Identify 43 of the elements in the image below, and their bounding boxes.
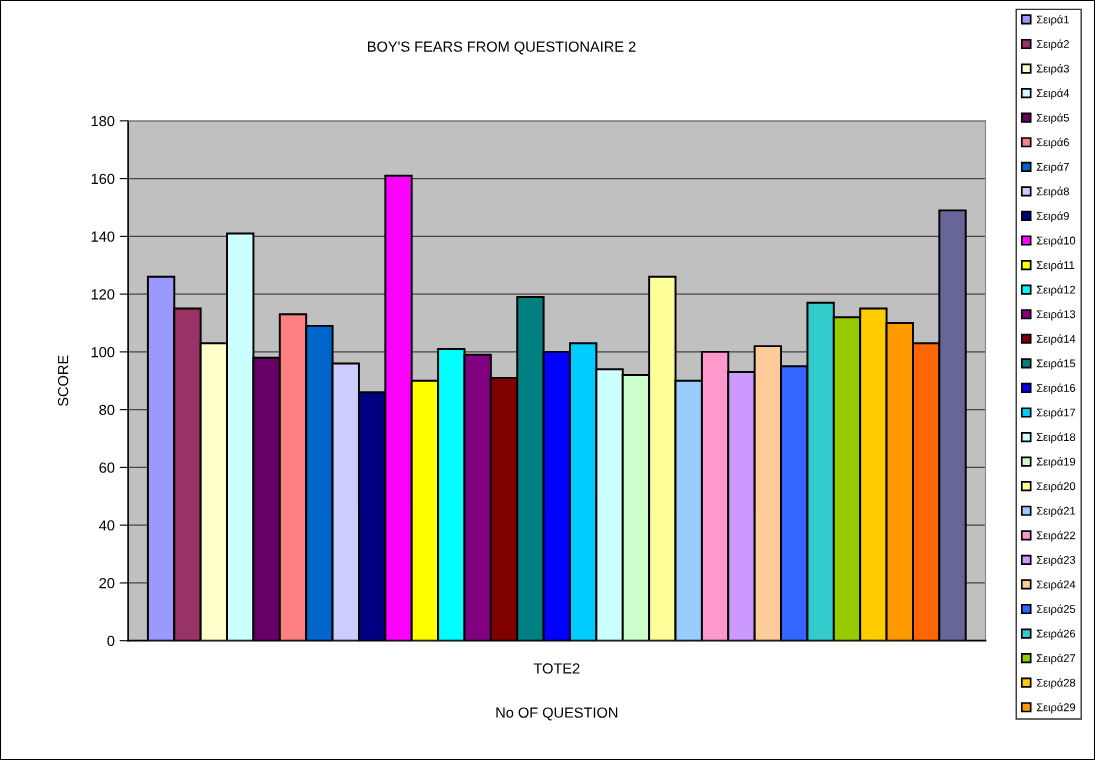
y-tick-label: 140 [91,231,115,242]
legend-label: Σειρά26 [1036,629,1076,640]
legend-label: Σειρά7 [1036,162,1069,173]
y-tick-label: 40 [99,520,115,531]
chart-title: BOY'S FEARS FROM QUESTIONAIRE 2 [368,41,636,55]
legend-label: Σειρά13 [1036,309,1076,321]
y-axis-title: SCORE [57,355,69,407]
y-tick-label: 180 [91,115,115,127]
legend-label: Σειρά20 [1036,481,1076,493]
legend-label: Σειρά18 [1036,432,1076,444]
legend-label: Σειρά23 [1036,555,1076,567]
legend-label: Σειρά3 [1036,64,1069,75]
legend-label: Σειρά10 [1036,236,1076,247]
legend-label: Σειρά14 [1036,334,1076,345]
legend-label: Σειρά16 [1036,383,1076,395]
legend-label: Σειρά15 [1036,358,1076,370]
legend-label: Σειρά27 [1036,653,1076,665]
legend-label: Σειρά21 [1036,506,1076,517]
legend-label: Σειρά11 [1036,260,1075,272]
legend-label: Σειρά6 [1036,137,1069,149]
y-tick-label: 20 [99,578,115,589]
x-tick-label: TOTE2 [533,663,580,674]
legend-label: Σειρά22 [1036,530,1076,542]
legend-label: Σειρά8 [1036,186,1069,198]
y-tick-label: 0 [107,635,115,647]
x-axis-title: No OF QUESTION [496,707,618,721]
legend-label: Σειρά4 [1036,88,1070,100]
y-tick-label: 100 [91,346,115,358]
legend-label: Σειρά1 [1036,14,1069,26]
legend-label: Σειρά9 [1036,211,1069,223]
y-tick-label: 60 [99,462,115,473]
legend-label: Σειρά19 [1036,457,1076,468]
legend-label: Σειρά5 [1036,113,1069,124]
y-tick-label: 120 [91,289,115,300]
legend-label: Σειρά2 [1036,39,1069,51]
legend-label: Σειρά25 [1036,604,1076,616]
legend-label: Σειρά24 [1036,579,1076,591]
legend-label: Σειρά12 [1036,285,1076,296]
legend-label: Σειρά29 [1036,702,1076,714]
y-tick-label: 80 [99,404,115,416]
y-tick-label: 160 [91,173,115,185]
legend-label: Σειρά17 [1036,407,1076,419]
legend-label: Σειρά28 [1036,678,1076,689]
